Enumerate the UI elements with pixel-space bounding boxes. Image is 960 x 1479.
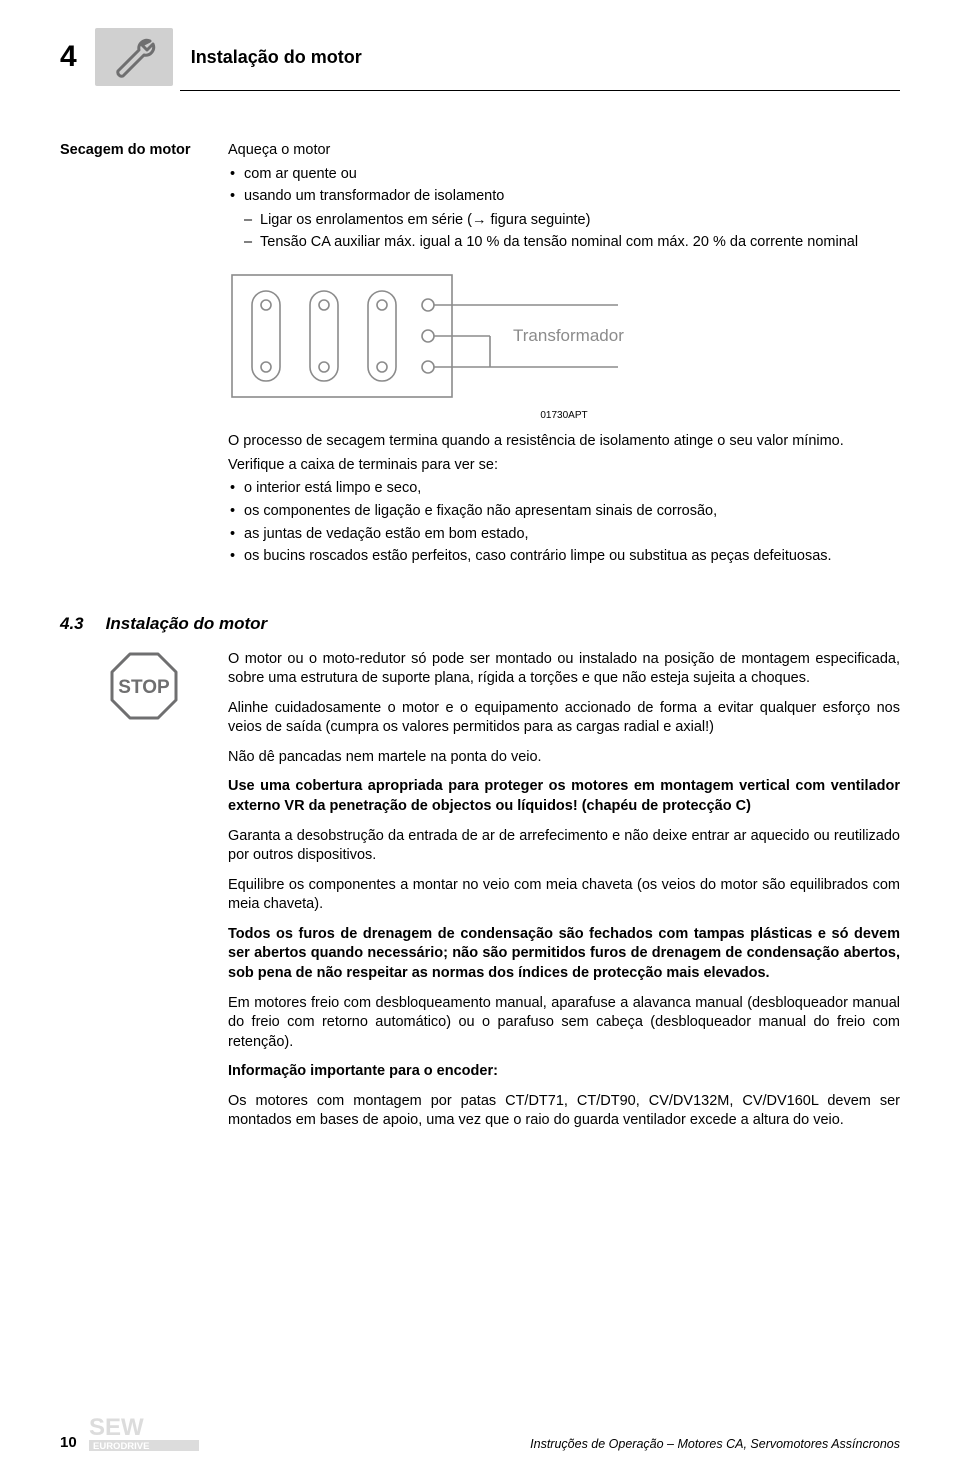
list-item: usando um transformador de isolamento (228, 187, 900, 207)
section-heading: 4.3 Instalação do motor (60, 613, 900, 636)
svg-text:STOP: STOP (118, 677, 170, 698)
diagram-label: Transformador (513, 326, 624, 345)
wrench-icon (95, 28, 173, 86)
page-footer: 10 SEW EURODRIVE Instruções de Operação … (60, 1413, 900, 1453)
section-title: Instalação do motor (106, 613, 268, 636)
secagem-intro: Aqueça o motor (228, 141, 900, 161)
section-body: O motor ou o moto-redutor só pode ser mo… (228, 650, 900, 1141)
section-para: Garanta a desobstrução da entrada de ar … (228, 827, 900, 866)
sew-logo: SEW EURODRIVE (89, 1413, 209, 1453)
page-number: 10 (60, 1433, 77, 1453)
header-rule (180, 90, 900, 91)
secagem-bullets-2: o interior está limpo e seco, os compone… (228, 479, 900, 566)
secagem-para-1: O processo de secagem termina quando a r… (228, 432, 900, 452)
secagem-dashes: Ligar os enrolamentos em série (→ figura… (228, 211, 900, 253)
list-item: os bucins roscados estão perfeitos, caso… (228, 547, 900, 567)
section-para: Todos os furos de drenagem de condensaçã… (228, 925, 900, 984)
svg-text:SEW: SEW (89, 1414, 144, 1441)
secagem-para-2: Verifique a caixa de terminais para ver … (228, 456, 900, 476)
section-para: Não dê pancadas nem martele na ponta do … (228, 748, 900, 768)
stop-icon: STOP (108, 650, 200, 729)
list-item: o interior está limpo e seco, (228, 479, 900, 499)
list-item: as juntas de vedação estão em bom estado… (228, 525, 900, 545)
section-para: O motor ou o moto-redutor só pode ser mo… (228, 650, 900, 689)
chapter-number: 4 (60, 37, 77, 78)
section-number: 4.3 (60, 613, 84, 636)
svg-text:EURODRIVE: EURODRIVE (93, 1441, 149, 1452)
list-item: Tensão CA auxiliar máx. igual a 10 % da … (244, 233, 900, 253)
footer-text: Instruções de Operação – Motores CA, Ser… (530, 1436, 900, 1453)
section-para: Alinhe cuidadosamente o motor e o equipa… (228, 699, 900, 738)
chapter-header: 4 Instalação do motor (60, 28, 900, 86)
section-para: Informação importante para o encoder: (228, 1062, 900, 1082)
list-item: Ligar os enrolamentos em série (→ figura… (244, 211, 900, 231)
list-item: com ar quente ou (228, 165, 900, 185)
figure-code: 01730APT (228, 409, 900, 423)
transformer-diagram: Transformador (228, 271, 900, 401)
secagem-bullets-1: com ar quente ou usando um transformador… (228, 165, 900, 207)
section-para: Equilibre os componentes a montar no vei… (228, 876, 900, 915)
section-para: Os motores com montagem por patas CT/DT7… (228, 1092, 900, 1131)
list-item: os componentes de ligação e fixação não … (228, 502, 900, 522)
section-para: Use uma cobertura apropriada para proteg… (228, 777, 900, 816)
section-para: Em motores freio com desbloqueamento man… (228, 994, 900, 1053)
chapter-title: Instalação do motor (191, 45, 362, 69)
secagem-label: Secagem do motor (60, 141, 200, 571)
